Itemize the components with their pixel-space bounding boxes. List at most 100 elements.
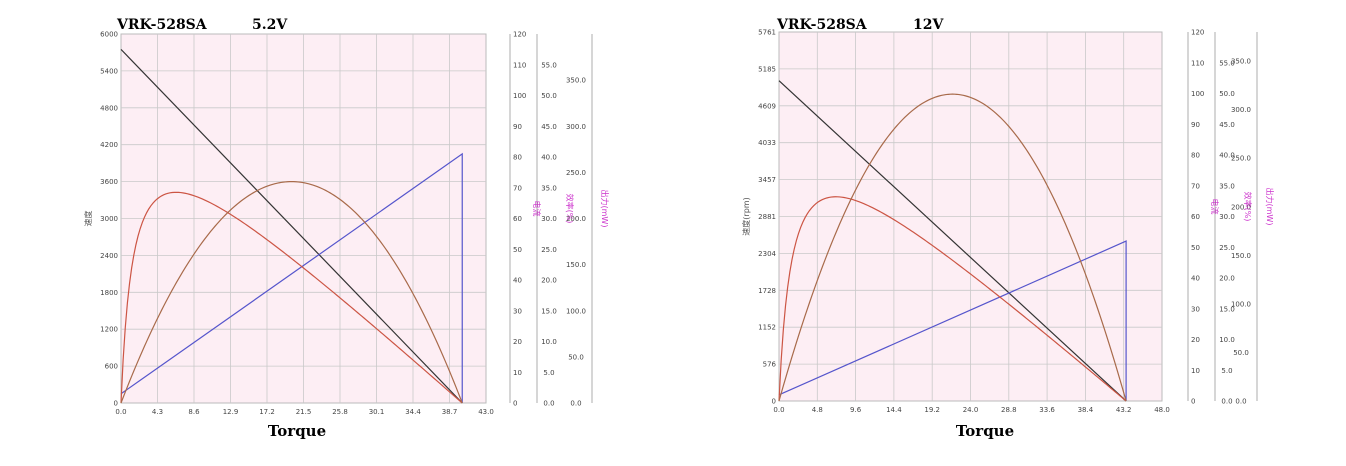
efficiency-tick-label: 40.0 <box>541 154 557 162</box>
efficiency-tick-label: 0.0 <box>543 400 554 408</box>
efficiency-tick-label: 0.0 <box>1221 398 1232 406</box>
efficiency-curve <box>778 196 1127 402</box>
power-tick-label: 250.0 <box>566 169 586 177</box>
efficiency-tick-label: 20.0 <box>541 277 557 285</box>
chart-2: 0.0 4.8 9.6 14.4 19.2 24.0 28.8 33.6 38.4 43.2 48.… <box>741 17 1275 440</box>
power-tick-label: 150.0 <box>1231 252 1251 260</box>
x-axis-label: Torque <box>956 422 1014 440</box>
chart-title-voltage: 5.2V <box>252 17 288 33</box>
current-tick-label: 110 <box>513 61 526 69</box>
current-tick-label: 70 <box>513 184 522 192</box>
speed-tick-label: 0 <box>772 398 776 406</box>
efficiency-tick-label: 5.0 <box>1221 367 1232 375</box>
efficiency-tick-label: 5.0 <box>543 369 554 377</box>
current-tick-label: 60 <box>1191 213 1200 221</box>
x-tick-label: 14.4 <box>886 406 902 414</box>
efficiency-tick-label: 25.0 <box>541 246 557 254</box>
speed-tick-label: 576 <box>763 361 777 369</box>
x-tick-label: 28.8 <box>1001 406 1017 414</box>
power-tick-label: 50.0 <box>568 353 584 361</box>
current-tick-label: 20 <box>513 338 522 346</box>
current-tick-label: 90 <box>1191 121 1200 129</box>
power-curve <box>778 93 1127 402</box>
speed-tick-label: 1152 <box>758 324 776 332</box>
speed-line <box>778 80 1127 402</box>
current-tick-label: 80 <box>513 154 522 162</box>
efficiency-axis-label: 效率(%) <box>565 194 575 224</box>
power-axis-label: 出力(mW) <box>600 190 610 228</box>
current-tick-label: 40 <box>513 277 522 285</box>
speed-tick-label: 2400 <box>100 252 118 260</box>
efficiency-tick-label: 40.0 <box>1219 152 1235 160</box>
speed-line <box>120 48 463 404</box>
power-tick-label: 350.0 <box>566 77 586 85</box>
x-tick-label: 19.2 <box>924 406 940 414</box>
power-tick-label: 150.0 <box>566 261 586 269</box>
current-tick-label: 0 <box>1191 398 1195 406</box>
power-axis-label: 出力(mW) <box>1265 188 1275 226</box>
chart-title-voltage: 12V <box>913 17 944 33</box>
efficiency-tick-label: 10.0 <box>1219 336 1235 344</box>
power-tick-label: 0.0 <box>1235 398 1246 406</box>
speed-axis-label: 速度 <box>83 211 93 227</box>
speed-tick-label: 5185 <box>758 65 776 73</box>
x-tick-label: 43.0 <box>478 408 494 416</box>
efficiency-tick-label: 35.0 <box>541 184 557 192</box>
current-tick-label: 30 <box>513 307 522 315</box>
efficiency-tick-label: 50.0 <box>541 92 557 100</box>
x-tick-label: 4.3 <box>152 408 163 416</box>
speed-tick-label: 2881 <box>758 213 776 221</box>
x-tick-label: 9.6 <box>850 406 862 414</box>
efficiency-tick-label: 50.0 <box>1219 90 1235 98</box>
efficiency-tick-label: 15.0 <box>541 307 557 315</box>
speed-tick-label: 2304 <box>758 250 776 258</box>
power-tick-label: 50.0 <box>1233 349 1249 357</box>
current-tick-label: 80 <box>1191 152 1200 160</box>
current-tick-label: 100 <box>513 92 526 100</box>
x-tick-label: 4.8 <box>812 406 823 414</box>
current-tick-label: 100 <box>1191 90 1204 98</box>
x-tick-label: 0.0 <box>773 406 784 414</box>
speed-tick-label: 0 <box>114 400 118 408</box>
current-tick-label: 10 <box>1191 367 1200 375</box>
current-tick-label: 10 <box>513 369 522 377</box>
efficiency-tick-label: 35.0 <box>1219 182 1235 190</box>
current-tick-label: 60 <box>513 215 522 223</box>
current-tick-label: 0 <box>513 400 517 408</box>
speed-tick-label: 4609 <box>758 102 776 110</box>
x-tick-label: 0.0 <box>115 408 126 416</box>
efficiency-tick-label: 55.0 <box>1219 59 1235 67</box>
x-tick-label: 38.7 <box>442 408 458 416</box>
power-tick-label: 100.0 <box>1231 300 1251 308</box>
efficiency-tick-label: 15.0 <box>1219 305 1235 313</box>
power-tick-label: 200.0 <box>1231 203 1251 211</box>
current-tick-label: 70 <box>1191 182 1200 190</box>
current-axis-label: 电流 <box>532 201 542 217</box>
power-tick-label: 0.0 <box>570 400 581 408</box>
current-tick-label: 30 <box>1191 305 1200 313</box>
chart-title-model: VRK-528SA <box>116 17 208 33</box>
power-tick-label: 250.0 <box>1231 155 1251 163</box>
efficiency-tick-label: 45.0 <box>541 123 557 131</box>
x-tick-label: 38.4 <box>1078 406 1094 414</box>
x-tick-label: 17.2 <box>259 408 275 416</box>
efficiency-tick-label: 10.0 <box>541 338 557 346</box>
current-tick-label: 50 <box>1191 244 1200 252</box>
chart-title-model: VRK-528SA <box>776 17 868 33</box>
current-tick-label: 50 <box>513 246 522 254</box>
current-tick-label: 20 <box>1191 336 1200 344</box>
power-tick-label: 200.0 <box>566 215 586 223</box>
power-tick-label: 100.0 <box>566 307 586 315</box>
speed-tick-label: 1800 <box>100 289 118 297</box>
current-tick-label: 120 <box>1191 29 1204 37</box>
current-axis-label: 电流 <box>1210 199 1220 215</box>
x-tick-label: 43.2 <box>1116 406 1132 414</box>
x-tick-label: 8.6 <box>188 408 200 416</box>
current-tick-label: 90 <box>513 123 522 131</box>
speed-tick-label: 1728 <box>758 287 776 295</box>
power-curve <box>120 180 463 404</box>
current-tick-label: 120 <box>513 31 526 39</box>
speed-tick-label: 1200 <box>100 326 118 334</box>
x-tick-label: 30.1 <box>369 408 385 416</box>
